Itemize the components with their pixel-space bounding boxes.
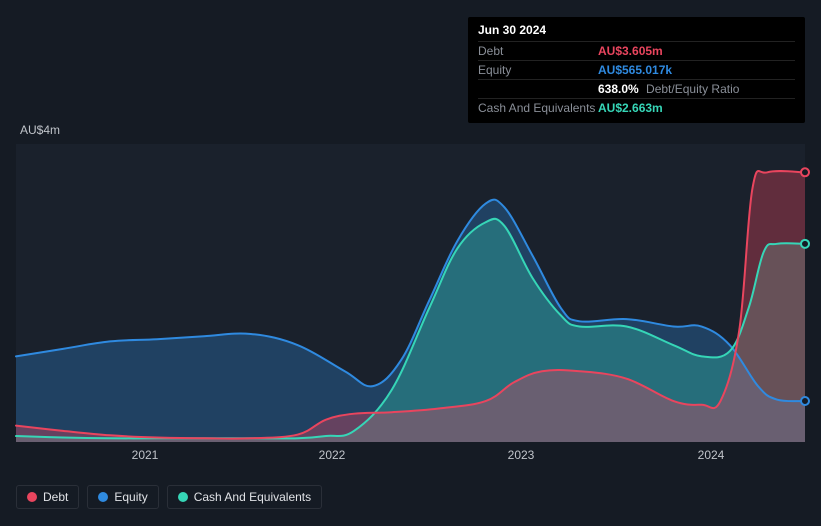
legend-swatch <box>27 492 37 502</box>
financial-history-chart: Jun 30 2024 DebtAU$3.605mEquityAU$565.01… <box>0 0 821 526</box>
legend-item-debt[interactable]: Debt <box>16 485 79 509</box>
legend-label: Equity <box>114 490 147 504</box>
legend-item-cash-and-equivalents[interactable]: Cash And Equivalents <box>167 485 322 509</box>
legend-swatch <box>98 492 108 502</box>
x-axis-label: 2024 <box>698 448 725 462</box>
series-end-marker <box>801 397 809 405</box>
legend-label: Debt <box>43 490 68 504</box>
x-axis-label: 2022 <box>319 448 346 462</box>
legend-swatch <box>178 492 188 502</box>
legend-item-equity[interactable]: Equity <box>87 485 158 509</box>
chart-legend: Debt Equity Cash And Equivalents <box>16 485 322 509</box>
x-axis-label: 2023 <box>508 448 535 462</box>
x-axis-label: 2021 <box>132 448 159 462</box>
legend-label: Cash And Equivalents <box>194 490 311 504</box>
series-end-marker <box>801 168 809 176</box>
series-end-marker <box>801 240 809 248</box>
